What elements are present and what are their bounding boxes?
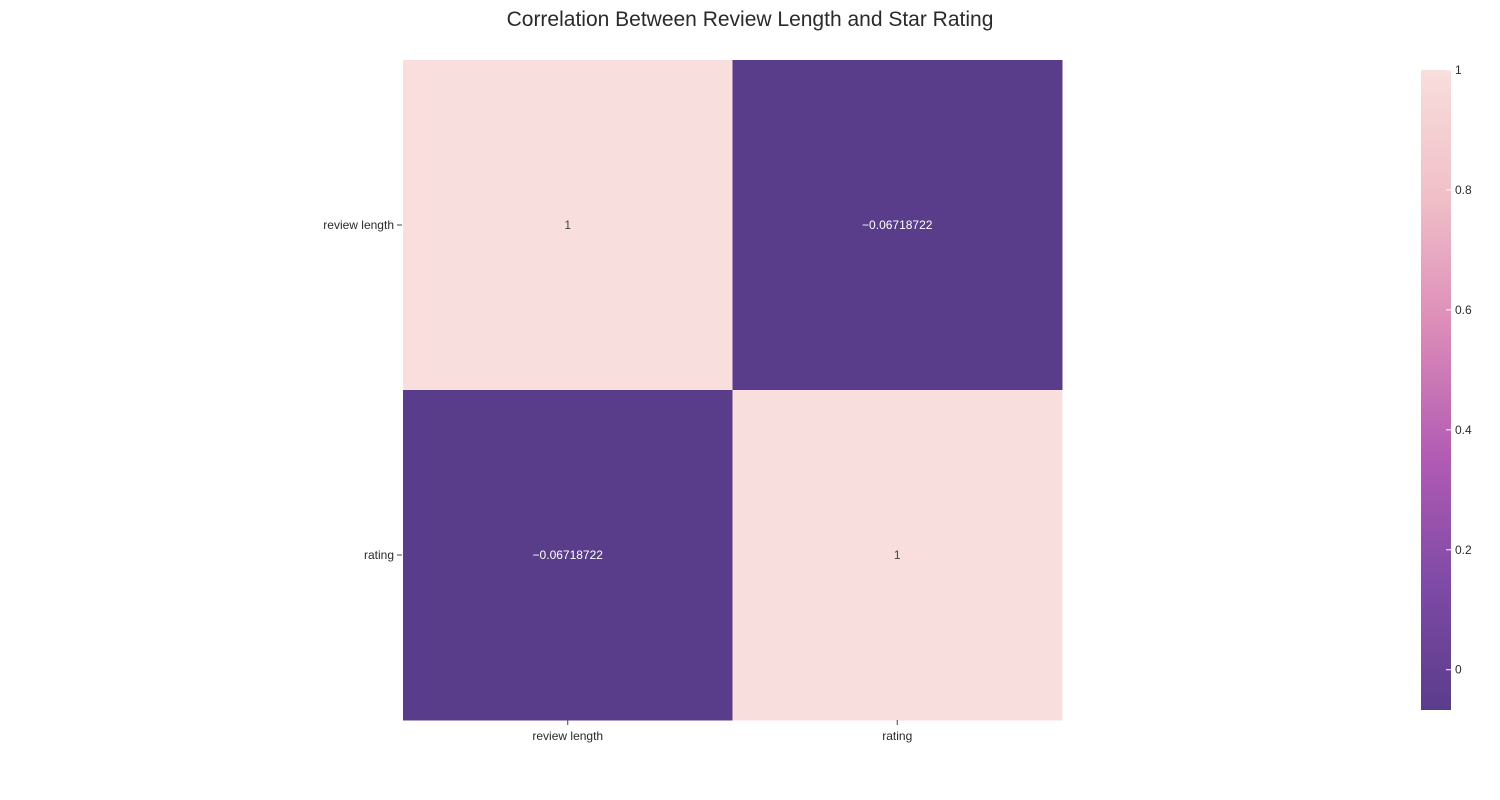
colorbar-tick-label-3: 0.6 bbox=[1455, 303, 1472, 317]
heatmap-cell-1-1 bbox=[732, 390, 1063, 721]
heatmap-cell-labels: 1 −0.06718722 −0.06718722 1 bbox=[533, 218, 933, 562]
x-axis: review length rating bbox=[532, 720, 912, 743]
heatmap-cells bbox=[403, 60, 1063, 721]
colorbar-tick-label-4: 0.8 bbox=[1455, 183, 1472, 197]
cell-value-1-1: 1 bbox=[894, 548, 901, 562]
cell-value-1-0: −0.06718722 bbox=[533, 548, 604, 562]
colorbar-tick-label-2: 0.4 bbox=[1455, 423, 1472, 437]
colorbar: 0 0.2 0.4 0.6 0.8 1 bbox=[1421, 63, 1472, 710]
y-tick-label-1: rating bbox=[364, 548, 394, 562]
x-tick-label-0: review length bbox=[532, 729, 603, 743]
cell-value-0-0: 1 bbox=[564, 218, 571, 232]
colorbar-tick-label-0: 0 bbox=[1455, 663, 1462, 677]
cell-value-0-1: −0.06718722 bbox=[862, 218, 933, 232]
y-tick-label-0: review length bbox=[323, 218, 394, 232]
heatmap-cell-1-0 bbox=[403, 390, 733, 721]
y-axis: review length rating bbox=[323, 218, 402, 562]
colorbar-tick-label-1: 0.2 bbox=[1455, 543, 1472, 557]
colorbar-gradient bbox=[1421, 70, 1451, 710]
colorbar-tick-label-5: 1 bbox=[1455, 63, 1462, 77]
x-tick-label-1: rating bbox=[882, 729, 912, 743]
chart-title: Correlation Between Review Length and St… bbox=[506, 8, 994, 31]
heatmap-cell-0-0 bbox=[403, 60, 733, 391]
heatmap-cell-0-1 bbox=[732, 60, 1063, 391]
